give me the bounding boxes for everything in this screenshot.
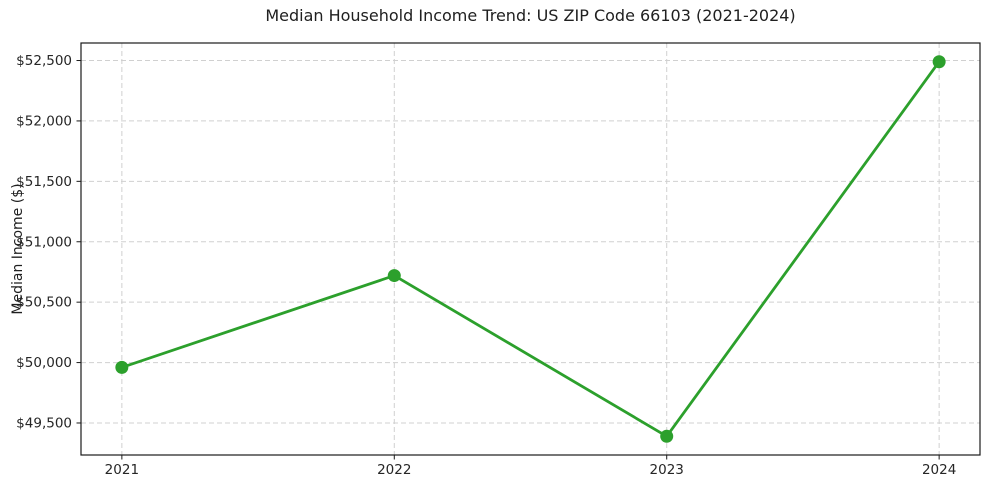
chart-title: Median Household Income Trend: US ZIP Co…: [265, 6, 796, 25]
x-tick-label: 2021: [105, 462, 139, 478]
data-point-2023: [660, 429, 674, 443]
x-tick-label: 2024: [922, 462, 956, 478]
y-tick-label: $50,000: [16, 355, 72, 371]
y-tick-label: $51,500: [16, 174, 72, 190]
y-tick-label: $50,500: [16, 295, 72, 311]
plot-border: [80, 42, 981, 456]
data-point-2022: [387, 269, 401, 283]
y-tick-label: $49,500: [16, 415, 72, 431]
data-point-2021: [115, 360, 129, 374]
trend-line: [120, 60, 941, 438]
x-tick-label: 2022: [377, 462, 411, 478]
y-tick-label: $51,000: [16, 234, 72, 250]
y-tick-label: $52,500: [16, 53, 72, 69]
y-tick-label: $52,000: [16, 113, 72, 129]
data-point-2024: [932, 55, 946, 69]
x-tick-label: 2023: [650, 462, 684, 478]
